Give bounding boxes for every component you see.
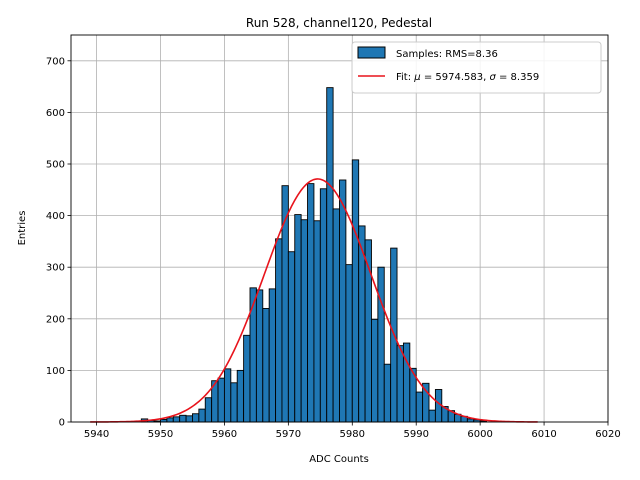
histogram-bar xyxy=(396,345,404,423)
histogram-bar xyxy=(339,179,347,423)
y-axis-title: Entries xyxy=(17,211,28,246)
histogram-bar xyxy=(428,409,436,423)
histogram-bar xyxy=(402,342,411,423)
fit-curve-layer xyxy=(90,178,538,423)
x-tick-label: 5940 xyxy=(84,429,109,440)
x-tick-label: 5980 xyxy=(340,429,365,440)
histogram-bar xyxy=(262,308,270,423)
histogram-bar xyxy=(268,288,277,423)
histogram-bar xyxy=(166,417,174,423)
histogram-bar xyxy=(300,219,308,423)
histogram-bar xyxy=(345,264,353,423)
histogram-bar xyxy=(275,238,283,423)
legend-samples-swatch xyxy=(357,46,386,59)
histogram-bar xyxy=(351,159,360,423)
histogram-bar xyxy=(383,363,392,423)
y-tick-label: 300 xyxy=(46,263,65,274)
y-tick-label: 0 xyxy=(59,418,65,429)
plot-frame xyxy=(70,34,609,423)
histogram-bar xyxy=(172,416,181,423)
x-tick-label: 6020 xyxy=(595,429,620,440)
histogram-bar xyxy=(185,415,193,423)
histogram-bar xyxy=(313,220,321,423)
histogram-bar xyxy=(217,377,225,423)
legend: Samples: RMS=8.36 Fit: μ = 5974.583, σ =… xyxy=(351,41,602,94)
y-tick-label: 400 xyxy=(46,211,65,222)
x-tick-label: 5960 xyxy=(212,429,237,440)
gaussian-fit-line xyxy=(90,178,538,423)
histogram-bar xyxy=(230,382,238,423)
histogram-bar xyxy=(236,369,245,423)
y-tick-label: 500 xyxy=(46,160,65,171)
x-tick-label: 5990 xyxy=(403,429,428,440)
y-tick-label: 100 xyxy=(46,366,65,377)
y-tick-label: 600 xyxy=(46,108,65,119)
legend-fit-label: Fit: μ = 5974.583, σ = 8.359 xyxy=(396,72,539,83)
histogram-bar xyxy=(377,266,385,423)
histogram-bar xyxy=(255,289,264,423)
x-tick-label: 5950 xyxy=(148,429,173,440)
histogram-bar xyxy=(332,208,340,423)
histogram-bar xyxy=(307,183,315,423)
y-tick-label: 200 xyxy=(46,314,65,325)
histogram-bar xyxy=(326,87,334,423)
histogram-bar xyxy=(415,391,424,423)
histogram-bar xyxy=(179,414,187,423)
x-tick-label: 6010 xyxy=(531,429,556,440)
x-tick-label: 6000 xyxy=(467,429,492,440)
histogram-bar xyxy=(319,188,328,423)
y-tick-label: 700 xyxy=(46,56,65,67)
histogram-bar xyxy=(198,408,206,423)
histogram-bar xyxy=(287,251,296,423)
x-tick-label: 5970 xyxy=(276,429,301,440)
axis-ticks: 5940 5950 5960 5970 5980 5990 6000 6010 6020 0 100… xyxy=(46,56,621,440)
chart-title: Run 528, channel120, Pedestal xyxy=(246,16,432,30)
histogram-bar xyxy=(466,418,475,423)
histogram-bar xyxy=(192,413,200,423)
histogram-bar xyxy=(294,214,302,423)
histogram-bar xyxy=(371,318,379,423)
histogram-bar xyxy=(223,368,232,423)
legend-box xyxy=(351,41,602,94)
histogram-bar xyxy=(243,334,251,423)
histogram-bar xyxy=(204,397,213,423)
legend-samples-label: Samples: RMS=8.36 xyxy=(396,49,498,60)
x-axis-title: ADC Counts xyxy=(309,454,369,465)
histogram-bar xyxy=(249,287,257,423)
histogram-bars xyxy=(140,87,487,423)
